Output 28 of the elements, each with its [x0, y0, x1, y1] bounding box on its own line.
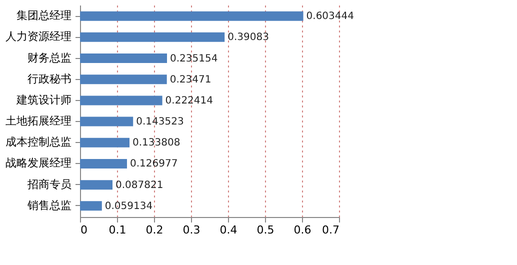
data-label: 0.222414: [165, 95, 214, 106]
y-tick-label: 集团总经理: [16, 9, 72, 22]
data-label: 0.059134: [104, 200, 153, 212]
data-label: 0.235154: [170, 53, 218, 64]
y-tick-label: 战略发展经理: [6, 156, 72, 170]
x-tick-label: 0.3: [182, 224, 200, 236]
data-label: 0.603444: [306, 11, 354, 22]
x-tick-label: 0.6: [294, 224, 312, 236]
x-tick-label: 0.5: [256, 224, 274, 236]
y-tick-label: 销售总监: [26, 198, 72, 212]
y-tick-label: 行政秘书: [28, 72, 72, 86]
y-tick-label: 人力资源经理: [6, 30, 72, 44]
y-tick-label: 财务总监: [28, 51, 72, 64]
data-label: 0.39083: [228, 32, 269, 44]
y-tick-label: 土地拓展经理: [6, 114, 72, 128]
data-label: 0.126977: [130, 158, 178, 170]
x-tick-label: 0.7: [322, 224, 340, 236]
x-tick-label: 0.4: [220, 224, 238, 236]
data-label: 0.133808: [132, 138, 180, 149]
y-tick-label: 成本控制总监: [6, 136, 72, 149]
data-label: 0.143523: [136, 116, 184, 128]
x-tick-label: 0.2: [146, 224, 164, 236]
y-tick-label: 招商专员: [26, 178, 72, 191]
data-label: 0.087821: [115, 180, 164, 191]
x-tick-label: 0.1: [108, 224, 126, 236]
data-label: 0.23471: [170, 74, 212, 86]
y-tick-label: 建筑设计师: [16, 93, 72, 106]
x-tick-label: 0: [80, 224, 88, 236]
